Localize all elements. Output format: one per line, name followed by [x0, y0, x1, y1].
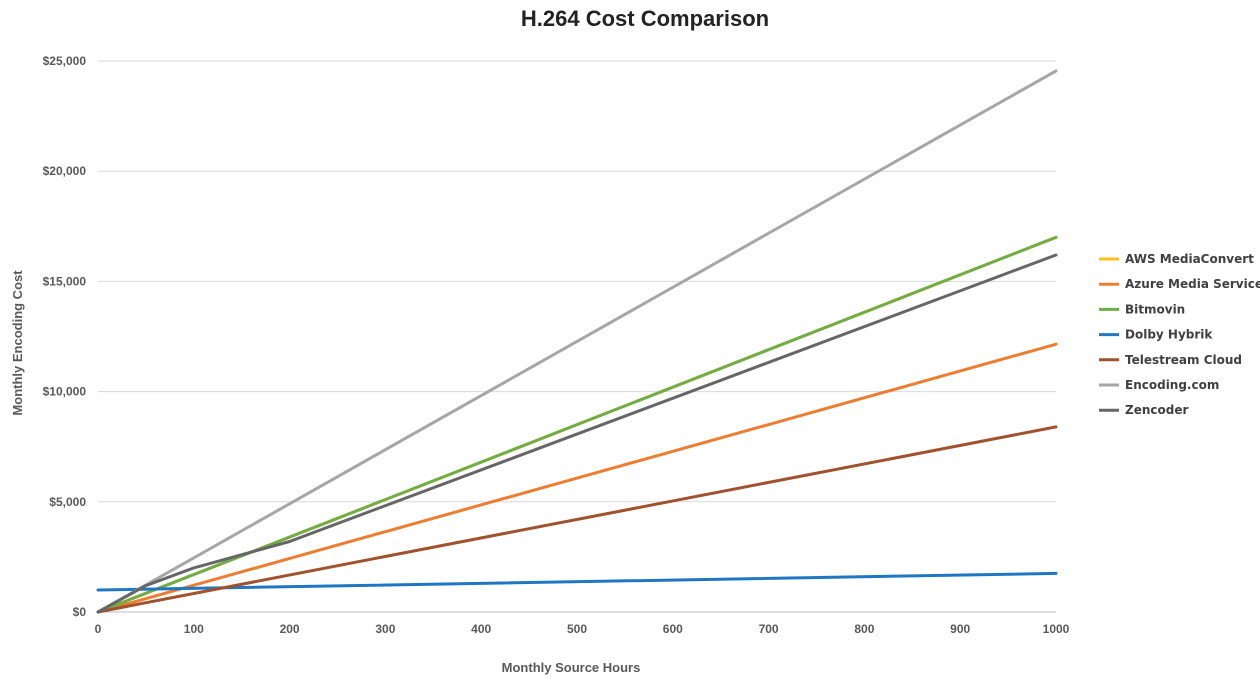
legend: AWS MediaConvert Azure Media Services Bitm… — [1099, 252, 1260, 417]
x-tick-label: 300 — [375, 622, 395, 636]
x-tick-label: 100 — [184, 622, 204, 636]
y-tick-label: $15,000 — [43, 274, 87, 288]
x-tick-label: 900 — [950, 622, 970, 636]
x-tick-label: 400 — [471, 622, 491, 636]
y-tick-label: $5,000 — [49, 495, 86, 509]
series-line-4 — [96, 425, 1058, 614]
x-tick-label: 200 — [280, 622, 300, 636]
legend-label: Bitmovin — [1125, 302, 1185, 316]
x-tick-label: 0 — [95, 622, 102, 636]
x-tick-label: 500 — [567, 622, 587, 636]
x-tick-label: 600 — [663, 622, 683, 636]
legend-label: Azure Media Services — [1125, 277, 1260, 291]
x-tick-label: 1000 — [1043, 622, 1070, 636]
y-tick-label: $10,000 — [43, 385, 87, 399]
x-tick-label: 700 — [759, 622, 779, 636]
series-line-5 — [96, 69, 1058, 614]
y-axis-title: Monthly Encoding Cost — [10, 270, 25, 416]
gridlines — [98, 60, 1056, 503]
y-tick-label: $20,000 — [43, 164, 87, 178]
series-line-3 — [96, 571, 1058, 592]
y-tick-label: $0 — [73, 605, 87, 619]
legend-label: Telestream Cloud — [1125, 353, 1242, 367]
legend-label: Zencoder — [1125, 403, 1188, 417]
chart-title: H.264 Cost Comparison — [521, 6, 769, 31]
y-tick-label: $25,000 — [43, 54, 87, 68]
x-tick-label: 800 — [854, 622, 874, 636]
series-lines — [96, 69, 1058, 614]
legend-label: Encoding.com — [1125, 378, 1219, 392]
series-line-1 — [96, 342, 1058, 614]
legend-label: AWS MediaConvert — [1125, 252, 1254, 266]
x-axis-title: Monthly Source Hours — [502, 660, 641, 675]
series-line-6 — [96, 253, 1058, 614]
legend-label: Dolby Hybrik — [1125, 328, 1213, 342]
axes: $0 $5,000 $10,000 $15,000 $20,000 $25,000 0 100… — [43, 54, 1070, 636]
